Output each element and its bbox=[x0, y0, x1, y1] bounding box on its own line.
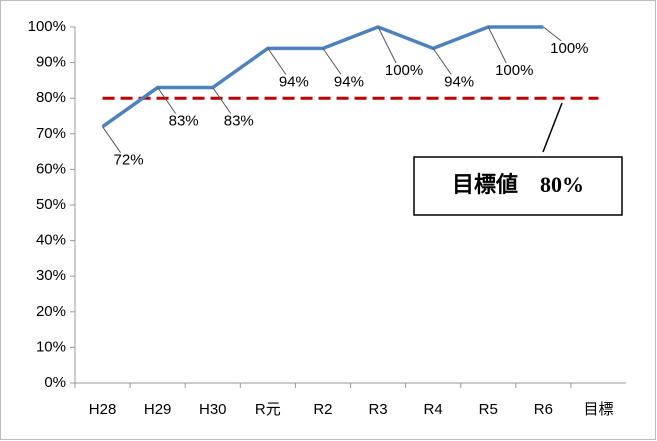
x-tick-label: H29 bbox=[144, 401, 172, 418]
y-tick-label: 90% bbox=[36, 54, 66, 71]
label-leader bbox=[102, 126, 121, 153]
y-tick-label: 30% bbox=[36, 267, 66, 284]
label-leader bbox=[212, 87, 232, 114]
label-leader bbox=[267, 48, 287, 75]
x-tick-label: 目標 bbox=[583, 401, 613, 418]
label-leader bbox=[322, 48, 342, 75]
data-label: 100% bbox=[550, 40, 588, 57]
x-tick-label: R6 bbox=[534, 401, 553, 418]
data-label: 100% bbox=[495, 62, 533, 79]
label-leader bbox=[432, 48, 452, 75]
y-tick-label: 80% bbox=[36, 89, 66, 106]
data-label: 83% bbox=[224, 112, 254, 129]
x-tick-label: R2 bbox=[313, 401, 332, 418]
x-tick-label: R4 bbox=[424, 401, 443, 418]
target-box bbox=[413, 156, 623, 216]
x-tick-label: R元 bbox=[255, 401, 281, 418]
y-tick-label: 70% bbox=[36, 125, 66, 142]
label-leader bbox=[377, 26, 397, 64]
label-leader bbox=[543, 26, 562, 42]
data-label: 72% bbox=[114, 152, 144, 169]
label-leader bbox=[487, 26, 507, 64]
y-tick-label: 20% bbox=[36, 303, 66, 320]
y-tick-label: 50% bbox=[36, 196, 66, 213]
target-label: 目標値 80% bbox=[452, 172, 584, 197]
target-callout bbox=[542, 102, 563, 153]
data-label: 94% bbox=[334, 73, 364, 90]
y-tick-label: 40% bbox=[36, 232, 66, 249]
y-tick-label: 60% bbox=[36, 160, 66, 177]
x-tick-label: H28 bbox=[89, 401, 117, 418]
y-tick-label: 10% bbox=[36, 338, 66, 355]
data-label: 83% bbox=[169, 112, 199, 129]
x-tick-label: H30 bbox=[199, 401, 227, 418]
y-tick-label: 0% bbox=[44, 374, 66, 391]
x-tick-label: R3 bbox=[368, 401, 387, 418]
label-leader bbox=[157, 87, 177, 114]
data-label: 100% bbox=[385, 62, 423, 79]
data-label: 94% bbox=[279, 73, 309, 90]
x-tick-label: R5 bbox=[479, 401, 498, 418]
data-label: 94% bbox=[444, 73, 474, 90]
y-tick-label: 100% bbox=[28, 18, 66, 35]
